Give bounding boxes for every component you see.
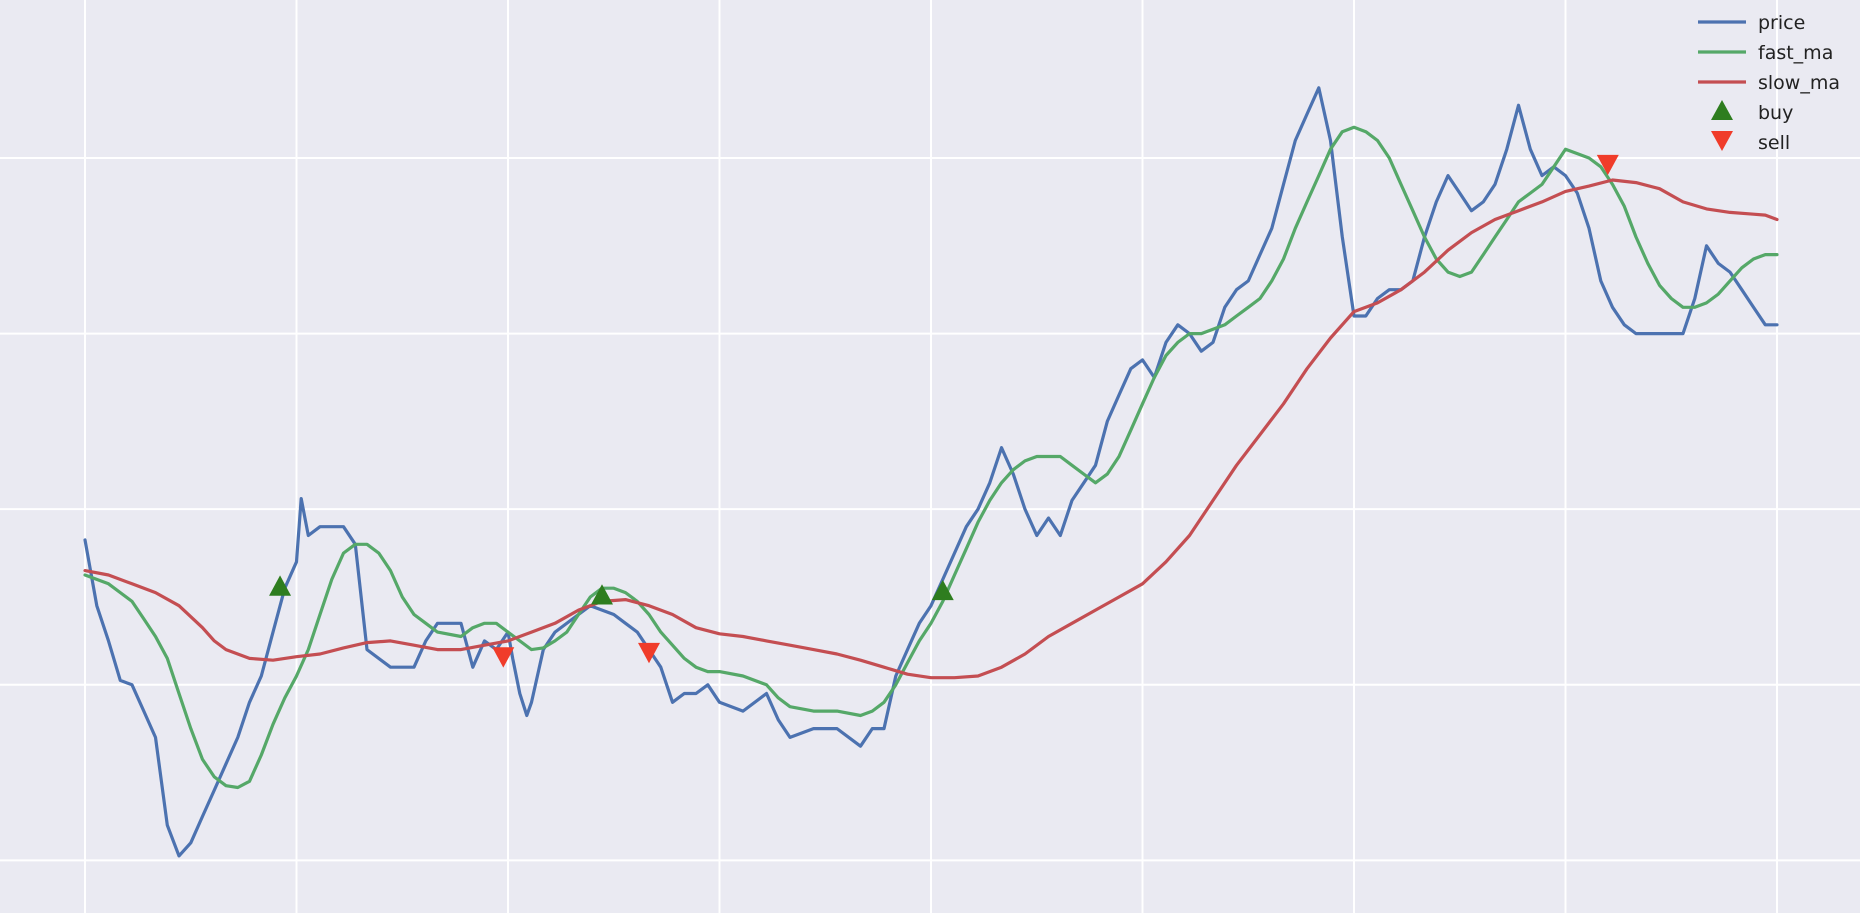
- series-line-fast-ma: [83, 125, 1779, 790]
- buy-marker: [591, 584, 613, 605]
- buy-marker: [269, 575, 292, 596]
- legend-label-slow-ma: slow_ma: [1758, 72, 1840, 94]
- legend: price fast_ma slow_ma buy sell: [1698, 12, 1840, 154]
- legend-label-buy: buy: [1758, 102, 1793, 124]
- sell-marker: [492, 647, 515, 668]
- legend-label-sell: sell: [1758, 132, 1790, 154]
- series-line-slow-ma: [83, 178, 1779, 680]
- signal-markers: [269, 154, 1619, 668]
- series-lines: [83, 86, 1779, 858]
- legend-label-fast-ma: fast_ma: [1758, 42, 1833, 64]
- series-line-price: [83, 86, 1779, 858]
- sell-marker: [1596, 154, 1619, 176]
- legend-label-price: price: [1758, 12, 1805, 34]
- sell-marker: [638, 642, 660, 664]
- legend-swatch-sell: [1711, 131, 1733, 151]
- buy-marker: [931, 579, 954, 601]
- legend-swatch-buy: [1711, 100, 1733, 120]
